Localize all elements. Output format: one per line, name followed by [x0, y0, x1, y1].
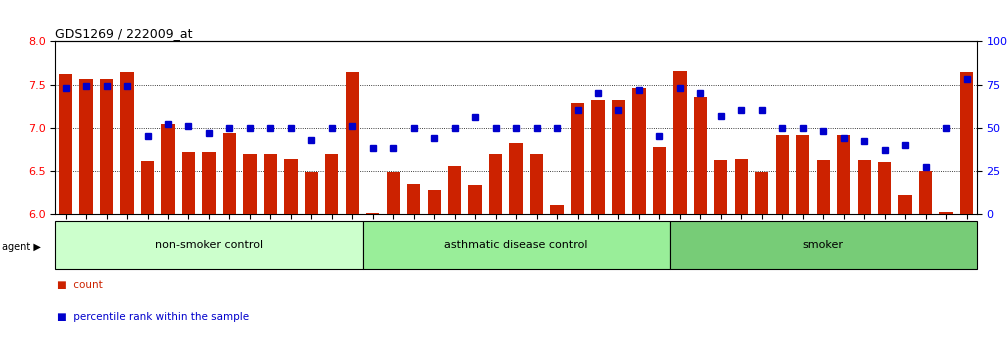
Bar: [161, 124, 174, 214]
Bar: [489, 154, 502, 214]
Bar: [632, 88, 645, 214]
Bar: [428, 190, 441, 214]
Bar: [670, 221, 977, 269]
Bar: [284, 159, 297, 214]
Bar: [387, 172, 400, 214]
Bar: [755, 172, 768, 214]
Text: non-smoker control: non-smoker control: [155, 240, 263, 250]
Bar: [100, 79, 113, 214]
Bar: [940, 212, 953, 214]
Text: ■  percentile rank within the sample: ■ percentile rank within the sample: [57, 313, 250, 322]
Bar: [898, 195, 911, 214]
Bar: [141, 161, 154, 214]
Bar: [363, 221, 670, 269]
Bar: [345, 71, 358, 214]
Bar: [817, 160, 830, 214]
Bar: [571, 104, 584, 214]
Bar: [674, 71, 687, 214]
Bar: [510, 143, 523, 214]
Bar: [960, 71, 973, 214]
Text: ■  count: ■ count: [57, 280, 103, 289]
Bar: [59, 74, 73, 214]
Text: GDS1269 / 222009_at: GDS1269 / 222009_at: [55, 27, 193, 40]
Bar: [797, 135, 810, 214]
Bar: [407, 184, 420, 214]
Text: asthmatic disease control: asthmatic disease control: [444, 240, 588, 250]
Bar: [694, 97, 707, 214]
Bar: [837, 135, 850, 214]
Bar: [919, 171, 932, 214]
Bar: [305, 172, 318, 214]
Bar: [653, 147, 666, 214]
Text: smoker: smoker: [803, 240, 844, 250]
Bar: [80, 79, 93, 214]
Bar: [202, 152, 215, 214]
Bar: [325, 154, 338, 214]
Bar: [264, 154, 277, 214]
Bar: [223, 133, 236, 214]
Bar: [735, 159, 748, 214]
Text: agent ▶: agent ▶: [2, 242, 41, 252]
Bar: [121, 71, 134, 214]
Bar: [468, 185, 481, 214]
Bar: [367, 213, 380, 214]
Bar: [55, 221, 363, 269]
Bar: [775, 135, 788, 214]
Bar: [182, 152, 195, 214]
Bar: [530, 154, 543, 214]
Bar: [878, 162, 891, 214]
Bar: [612, 100, 625, 214]
Bar: [714, 160, 727, 214]
Bar: [244, 154, 257, 214]
Bar: [448, 166, 461, 214]
Bar: [551, 205, 564, 214]
Bar: [591, 100, 604, 214]
Bar: [858, 160, 871, 214]
